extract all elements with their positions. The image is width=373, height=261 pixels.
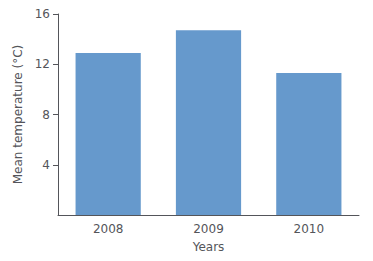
svg-text:12: 12 — [35, 57, 50, 71]
svg-text:4: 4 — [42, 158, 50, 172]
svg-text:Years: Years — [192, 240, 225, 254]
svg-text:8: 8 — [42, 108, 50, 122]
svg-text:Mean temperature (°C): Mean temperature (°C) — [11, 45, 25, 185]
svg-text:2010: 2010 — [294, 222, 325, 236]
svg-text:2009: 2009 — [193, 222, 224, 236]
svg-text:16: 16 — [35, 7, 50, 21]
svg-text:2008: 2008 — [93, 222, 124, 236]
